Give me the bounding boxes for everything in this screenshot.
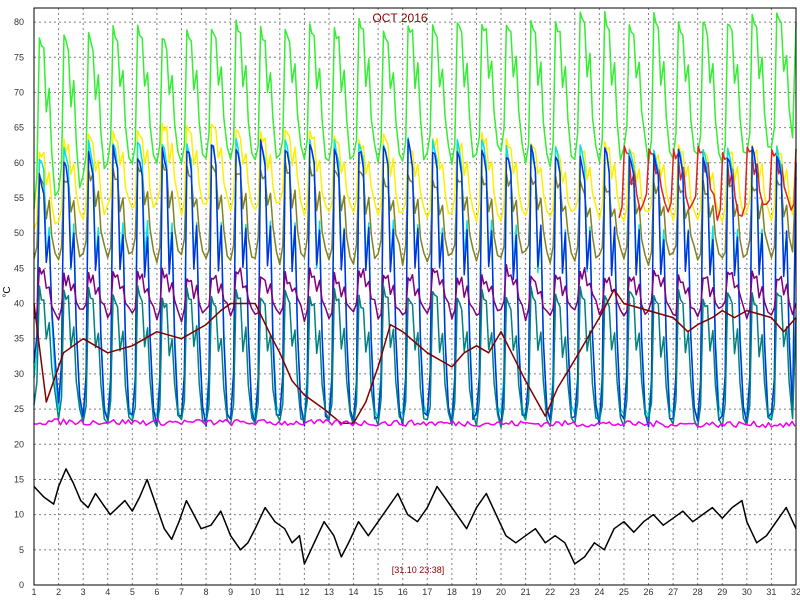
x-tick-label: 12 — [299, 587, 309, 597]
y-tick-label: 35 — [14, 334, 24, 344]
x-tick-label: 25 — [619, 587, 629, 597]
x-tick-label: 13 — [324, 587, 334, 597]
series-line-8 — [33, 288, 797, 424]
y-tick-label: 75 — [14, 52, 24, 62]
x-tick-label: 21 — [521, 587, 531, 597]
series-line-7 — [33, 284, 797, 429]
y-tick-label: 0 — [19, 580, 24, 590]
x-tick-label: 5 — [130, 587, 135, 597]
x-tick-label: 7 — [179, 587, 184, 597]
y-tick-label: 55 — [14, 193, 24, 203]
y-tick-labels: 0 5 10 15 20 25 30 35 40 45 50 55 60 65 70 75 80 — [14, 17, 24, 590]
series-line-5 — [33, 138, 797, 428]
y-tick-label: 70 — [14, 87, 24, 97]
x-tick-label: 4 — [105, 587, 110, 597]
x-tick-label: 15 — [373, 587, 383, 597]
y-tick-label: 15 — [14, 474, 24, 484]
plot-frame — [33, 7, 797, 586]
x-tick-label: 6 — [154, 587, 159, 597]
x-tick-label: 32 — [791, 587, 800, 597]
y-tick-label: 50 — [14, 228, 24, 238]
series-line-1 — [33, 122, 797, 230]
y-tick-label: 5 — [19, 545, 24, 555]
x-tick-label: 26 — [644, 587, 654, 597]
x-tick-label: 3 — [81, 587, 86, 597]
timestamp-label: [31.10 23:38] — [392, 565, 445, 575]
x-tick-label: 16 — [398, 587, 408, 597]
y-tick-label: 80 — [14, 17, 24, 27]
series-line-0 — [33, 10, 797, 210]
x-tick-label: 1 — [31, 587, 36, 597]
y-tick-label: 60 — [14, 158, 24, 168]
x-tick-label: 10 — [250, 587, 260, 597]
y-tick-label: 65 — [14, 123, 24, 133]
x-tick-labels: 1 2 3 4 5 6 7 8 9 10 11 12 13 14 15 16 17 18 19 20 21 22 23 24 2… — [31, 587, 800, 597]
x-tick-label: 27 — [668, 587, 678, 597]
y-axis-label: °C — [2, 286, 13, 297]
series-line-9 — [33, 418, 796, 429]
x-tick-label: 9 — [228, 587, 233, 597]
series-line-3 — [618, 145, 797, 221]
x-tick-label: 8 — [204, 587, 209, 597]
y-tick-label: 20 — [14, 439, 24, 449]
y-tick-label: 45 — [14, 263, 24, 273]
x-tick-label: 17 — [422, 587, 432, 597]
x-tick-label: 23 — [570, 587, 580, 597]
x-tick-label: 22 — [545, 587, 555, 597]
x-tick-label: 2 — [56, 587, 61, 597]
y-tick-label: 40 — [14, 299, 24, 309]
chart-title: OCT 2016 — [372, 11, 427, 25]
y-tick-label: 10 — [14, 510, 24, 520]
x-tick-label: 14 — [349, 587, 359, 597]
series-line-10 — [33, 468, 797, 565]
x-tick-label: 19 — [471, 587, 481, 597]
y-tick-label: 25 — [14, 404, 24, 414]
x-tick-label: 18 — [447, 587, 457, 597]
x-tick-label: 29 — [717, 587, 727, 597]
x-tick-label: 30 — [742, 587, 752, 597]
y-tick-label: 30 — [14, 369, 24, 379]
series-layer — [33, 10, 797, 565]
x-tick-label: 31 — [766, 587, 776, 597]
series-line-6 — [33, 263, 797, 323]
x-tick-label: 11 — [275, 587, 284, 597]
x-tick-label: 24 — [594, 587, 604, 597]
x-tick-label: 28 — [693, 587, 703, 597]
x-tick-label: 20 — [496, 587, 506, 597]
